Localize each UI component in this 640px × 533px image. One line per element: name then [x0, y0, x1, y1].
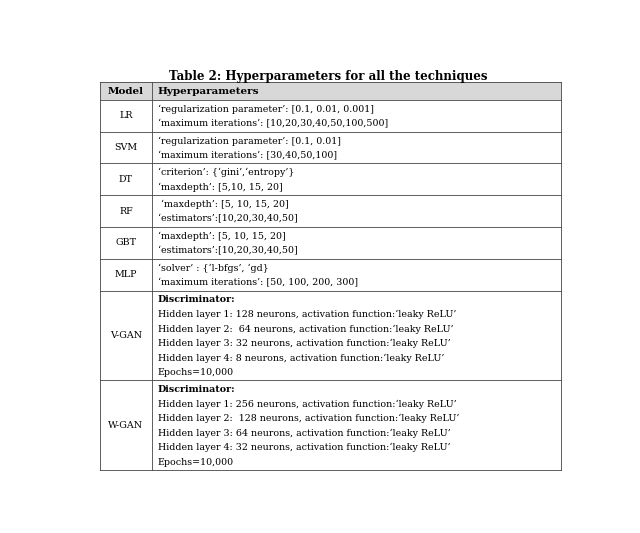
Text: Hyperparameters: Hyperparameters [158, 86, 259, 95]
Text: LR: LR [119, 111, 132, 120]
Text: Epochs=10,000: Epochs=10,000 [158, 458, 234, 467]
Text: GBT: GBT [115, 238, 136, 247]
Text: RF: RF [119, 207, 132, 215]
Text: Hidden layer 3: 32 neurons, activation function:‘leaky ReLU’: Hidden layer 3: 32 neurons, activation f… [158, 339, 451, 348]
Text: Hidden layer 1: 128 neurons, activation function:‘leaky ReLU’: Hidden layer 1: 128 neurons, activation … [158, 310, 456, 319]
Text: MLP: MLP [115, 270, 137, 279]
Text: ‘maximum iterations’: [10,20,30,40,50,100,500]: ‘maximum iterations’: [10,20,30,40,50,10… [158, 119, 388, 128]
Text: V-GAN: V-GAN [110, 331, 142, 340]
Text: Hidden layer 2:  128 neurons, activation function:‘leaky ReLU’: Hidden layer 2: 128 neurons, activation … [158, 414, 460, 424]
Text: ‘estimators’:[10,20,30,40,50]: ‘estimators’:[10,20,30,40,50] [158, 214, 298, 223]
Text: ‘maximum iterations’: [30,40,50,100]: ‘maximum iterations’: [30,40,50,100] [158, 151, 337, 160]
Text: ‘regularization parameter’: [0.1, 0.01, 0.001]: ‘regularization parameter’: [0.1, 0.01, … [158, 104, 374, 114]
Text: W-GAN: W-GAN [108, 421, 143, 430]
Text: ‘maxdepth’: [5, 10, 15, 20]: ‘maxdepth’: [5, 10, 15, 20] [158, 232, 285, 241]
Text: Model: Model [108, 86, 144, 95]
Bar [100, 83, 561, 100]
Text: ‘estimators’:[10,20,30,40,50]: ‘estimators’:[10,20,30,40,50] [158, 246, 298, 255]
Text: Hidden layer 3: 64 neurons, activation function:‘leaky ReLU’: Hidden layer 3: 64 neurons, activation f… [158, 429, 451, 438]
Text: DT: DT [119, 175, 133, 184]
Text: Hidden layer 4: 32 neurons, activation function:‘leaky ReLU’: Hidden layer 4: 32 neurons, activation f… [158, 443, 451, 453]
Text: Epochs=10,000: Epochs=10,000 [158, 368, 234, 377]
Text: ‘solver’ : {‘l-bfgs’, ‘gd}: ‘solver’ : {‘l-bfgs’, ‘gd} [158, 263, 269, 273]
Text: Hidden layer 4: 8 neurons, activation function:‘leaky ReLU’: Hidden layer 4: 8 neurons, activation fu… [158, 353, 444, 362]
Text: ‘criterion’: {‘gini’,‘entropy’}: ‘criterion’: {‘gini’,‘entropy’} [158, 168, 294, 177]
Text: Discriminator:: Discriminator: [158, 385, 236, 394]
Text: Hidden layer 1: 256 neurons, activation function:‘leaky ReLU’: Hidden layer 1: 256 neurons, activation … [158, 400, 456, 409]
Text: ‘regularization parameter’: [0.1, 0.01]: ‘regularization parameter’: [0.1, 0.01] [158, 136, 341, 146]
Text: Table 2: Hyperparameters for all the techniques: Table 2: Hyperparameters for all the tec… [169, 70, 487, 83]
Text: ‘maxdepth’: [5,10, 15, 20]: ‘maxdepth’: [5,10, 15, 20] [158, 183, 283, 192]
Text: Discriminator:: Discriminator: [158, 295, 236, 304]
Text: Hidden layer 2:  64 neurons, activation function:‘leaky ReLU’: Hidden layer 2: 64 neurons, activation f… [158, 324, 453, 334]
Text: ‘maximum iterations’: [50, 100, 200, 300]: ‘maximum iterations’: [50, 100, 200, 300… [158, 278, 358, 287]
Text: ‘maxdepth’: [5, 10, 15, 20]: ‘maxdepth’: [5, 10, 15, 20] [158, 200, 289, 209]
Text: SVM: SVM [115, 143, 138, 152]
